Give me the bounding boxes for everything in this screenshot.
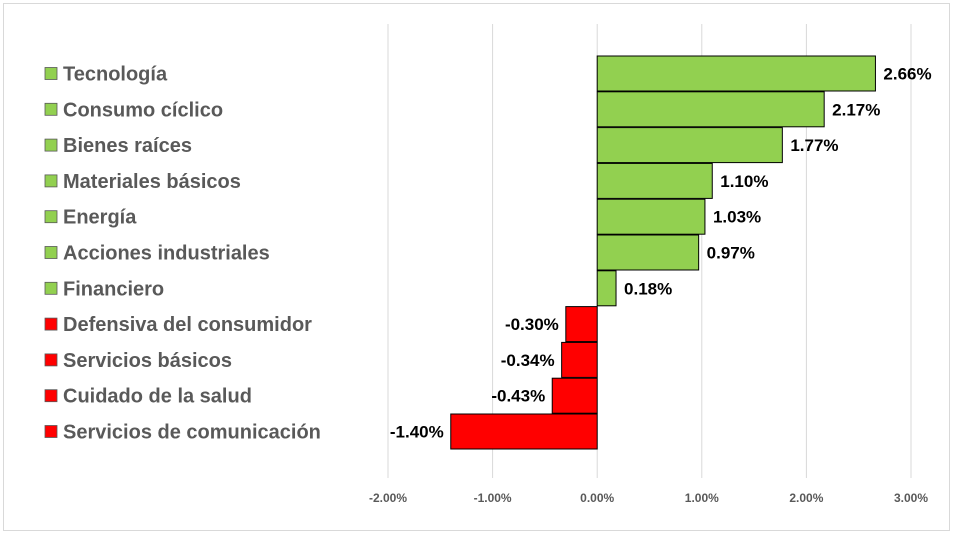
category-label: Bienes raíces [63, 135, 192, 157]
legend-swatch [44, 174, 58, 188]
data-label: -0.43% [491, 387, 545, 406]
category-label: Servicios básicos [63, 350, 232, 372]
data-label: -0.30% [505, 315, 559, 334]
legend-swatch [44, 210, 58, 224]
legend-swatch [44, 67, 58, 80]
category-label: Defensiva del consumidor [63, 314, 312, 336]
legend-swatch [44, 102, 58, 116]
data-label: 1.77% [790, 136, 838, 155]
bar [450, 413, 598, 450]
bar [596, 55, 876, 92]
bar [596, 234, 700, 271]
bar [596, 91, 825, 128]
category-label: Servicios de comunicación [63, 422, 321, 444]
category-label: Tecnología [63, 64, 168, 86]
bar-chart: -2.00% -1.00% 0.00% 1.00% 2.00% 3.00% 2.66% Tec… [44, 24, 932, 505]
category-label: Consumo cíclico [63, 99, 223, 121]
category-label: Financiero [63, 278, 164, 300]
legend-swatch [44, 138, 58, 152]
category-label: Energía [63, 207, 137, 229]
data-label: 0.97% [707, 244, 755, 263]
bar [596, 162, 713, 199]
bar [561, 341, 598, 378]
x-tick-label: 3.00% [894, 491, 928, 505]
bar [596, 127, 783, 164]
legend-swatch [44, 317, 58, 331]
x-tick-label: 2.00% [789, 491, 823, 505]
chart-frame: -2.00% -1.00% 0.00% 1.00% 2.00% 3.00% 2.66% Tec… [3, 3, 950, 531]
x-tick-label: -1.00% [474, 491, 512, 505]
data-label: -1.40% [390, 423, 444, 442]
data-label: 2.66% [883, 65, 931, 84]
legend-swatch [44, 281, 58, 295]
x-tick-label: 0.00% [580, 491, 614, 505]
data-label: 0.18% [624, 279, 672, 298]
bar [596, 198, 706, 235]
category-label: Cuidado de la salud [63, 386, 252, 408]
x-tick-label: -2.00% [369, 491, 407, 505]
legend-swatch [44, 246, 58, 259]
data-label: 2.17% [832, 100, 880, 119]
legend-swatch [44, 389, 58, 403]
category-label: Acciones industriales [63, 243, 270, 265]
data-label: 1.03% [713, 208, 761, 227]
legend-swatch [44, 425, 58, 438]
data-label: 1.10% [720, 172, 768, 191]
bar [551, 377, 598, 414]
data-label: -0.34% [501, 351, 555, 370]
bar [565, 306, 598, 343]
legend-swatch [44, 353, 58, 367]
category-label: Materiales básicos [63, 171, 241, 193]
x-tick-label: 1.00% [685, 491, 719, 505]
bar [596, 270, 617, 307]
